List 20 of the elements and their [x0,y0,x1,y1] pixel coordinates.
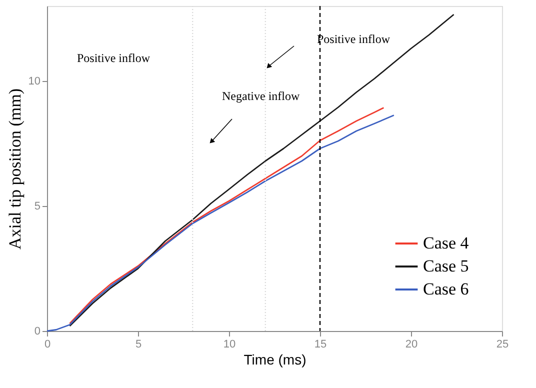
x-tick-label: 15 [314,338,327,350]
y-tick-label: 5 [34,200,40,212]
legend-label: Case 6 [423,280,469,298]
x-tick-label: 10 [223,338,236,350]
line-series [69,14,454,327]
x-tick-label: 0 [44,338,51,350]
line-series [69,107,384,324]
annotation: Negative inflow [222,89,300,103]
line-series [46,114,395,332]
x-axis-title: Time (ms) [244,352,306,368]
y-tick-label: 10 [28,76,40,88]
x-tick-label: 20 [405,338,418,350]
legend-label: Case 4 [423,234,470,252]
legend-label: Case 5 [423,256,469,276]
annotation: Positive inflow [317,32,390,46]
annotation: Positive inflow [77,51,150,65]
x-tick-label: 5 [135,338,142,350]
y-axis-title: Axial tip position (mm) [5,88,24,250]
y-tick-label: 0 [34,326,40,338]
x-tick-label: 25 [496,338,509,350]
